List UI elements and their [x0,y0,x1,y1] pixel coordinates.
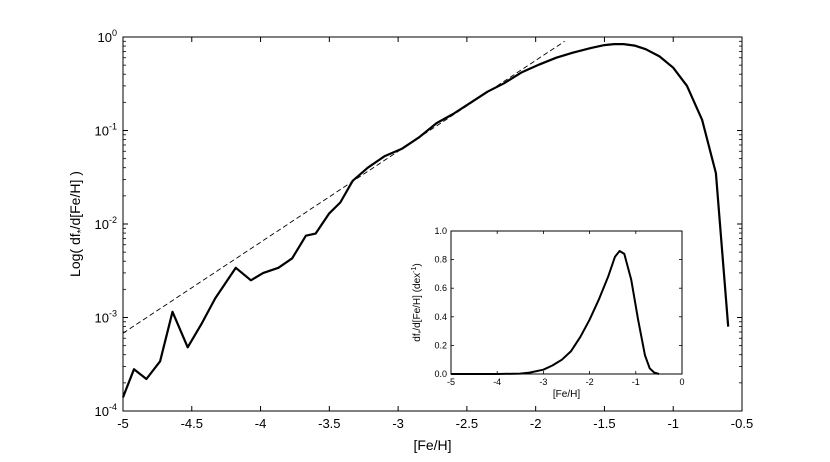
y-tick-label: 100 [98,28,117,45]
inset-background [451,231,682,374]
inset-ticks: -5 -4 -3 -2 -1 0 0.0 0.2 0.4 0.6 0.8 1.0 [434,226,684,387]
x-tick-label: -2 [530,416,542,431]
x-tick-label: -4.5 [181,416,203,431]
inset-x-tick-label: -5 [447,377,455,387]
main-ticks: -5 -4.5 -4 -3.5 -3 -2.5 -2 -1.5 -1 -0.5 10-4 10-3 10… [95,28,754,431]
x-tick-label: -5 [117,416,129,431]
inset-plot-frame [450,230,683,375]
inset-x-tick-label: -2 [586,377,594,387]
inset-x-tick-label: -4 [493,377,501,387]
x-tick-label: -3.5 [318,416,340,431]
y-tick-label: 10-2 [95,215,117,232]
inset-y-tick-label: 0.8 [434,255,447,265]
y-tick-label: 10-4 [95,402,117,419]
inset-y-tick-label: 0.6 [434,283,447,293]
x-tick-label: -1.5 [593,416,615,431]
inset-mdf-line [451,250,660,375]
power-law-fit-line [122,40,565,334]
inset-y-tick-label: 0.0 [434,369,447,379]
y-tick-label: 10-1 [95,122,117,139]
x-tick-label: -0.5 [731,416,753,431]
main-series [121,40,730,398]
main-chart: -5 -4.5 -4 -3.5 -3 -2.5 -2 -1.5 -1 -0.5 10-4 10-3 10… [67,28,753,453]
inset-chart: -5 -4 -3 -2 -1 0 0.0 0.2 0.4 0.6 0.8 1.0 [Fe/H] df*… [411,226,685,400]
x-axis-label: [Fe/H] [413,437,451,453]
inset-x-tick-label: -1 [632,377,640,387]
x-tick-label: -4 [255,416,267,431]
y-axis-label: Log( df*/d[Fe/H] ) [67,171,87,277]
x-tick-label: -3 [392,416,404,431]
inset-x-tick-label: 0 [679,377,684,387]
inset-x-tick-label: -3 [539,377,547,387]
inset-series [451,250,660,375]
inset-y-axis-label: df*/d[Fe/H] (dex-1) [411,263,425,341]
x-tick-label: -1 [667,416,679,431]
x-tick-label: -2.5 [456,416,478,431]
inset-y-tick-label: 1.0 [434,226,447,236]
inset-x-axis-label: [Fe/H] [553,389,580,400]
inset-y-tick-label: 0.2 [434,340,447,350]
inset-y-tick-label: 0.4 [434,312,447,322]
y-tick-label: 10-3 [95,309,117,326]
